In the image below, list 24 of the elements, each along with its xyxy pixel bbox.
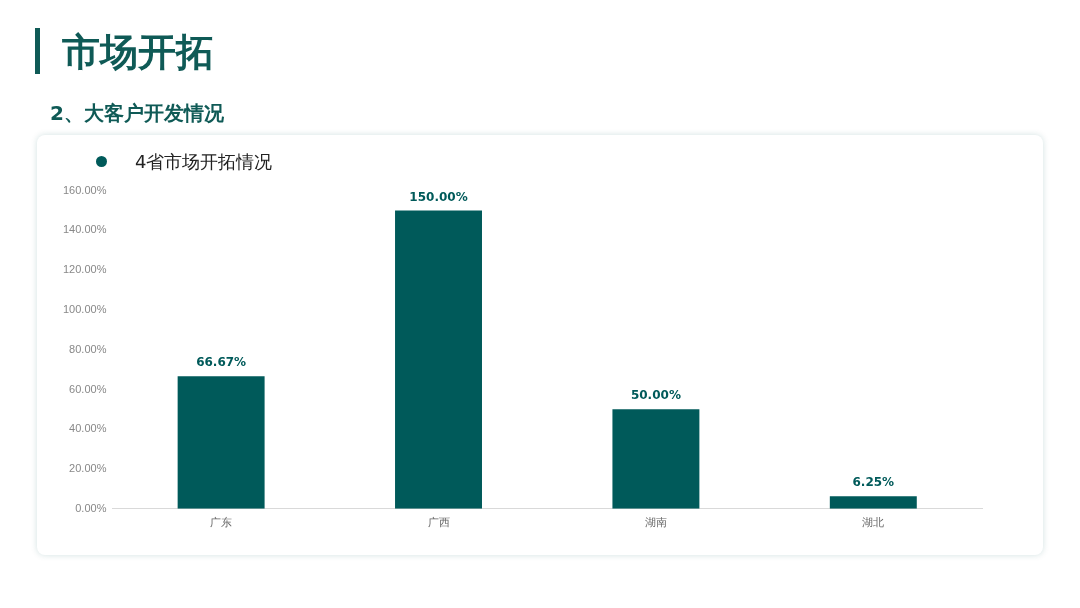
bar [829, 496, 917, 509]
data-label: 66.67% [196, 355, 247, 370]
x-tick-label: 广西 [427, 516, 450, 529]
legend-title: 4省市场开拓情况 [135, 151, 273, 173]
data-label: 150.00% [409, 189, 468, 204]
bar [177, 376, 265, 509]
chart-subtitle: 2、大客户开发情况 [50, 100, 224, 126]
chart-title: 市场开拓 [62, 29, 214, 76]
bar [395, 210, 482, 509]
data-label: 50.00% [630, 388, 681, 403]
x-tick-label: 湖南 [644, 516, 667, 529]
y-tick-label: 160.00% [62, 183, 107, 196]
y-tick-label: 0.00% [75, 501, 107, 514]
y-tick-label: 60.00% [69, 382, 107, 395]
y-tick-label: 40.00% [69, 422, 107, 435]
y-tick-label: 80.00% [69, 342, 107, 355]
y-tick-label: 140.00% [62, 223, 107, 236]
bar [612, 409, 700, 509]
y-tick-label: 120.00% [62, 263, 107, 276]
x-tick-label: 湖北 [862, 516, 885, 529]
data-label: 6.25% [852, 475, 895, 490]
y-tick-label: 20.00% [69, 462, 107, 475]
x-tick-label: 广东 [210, 516, 233, 529]
y-tick-label: 100.00% [62, 302, 107, 315]
